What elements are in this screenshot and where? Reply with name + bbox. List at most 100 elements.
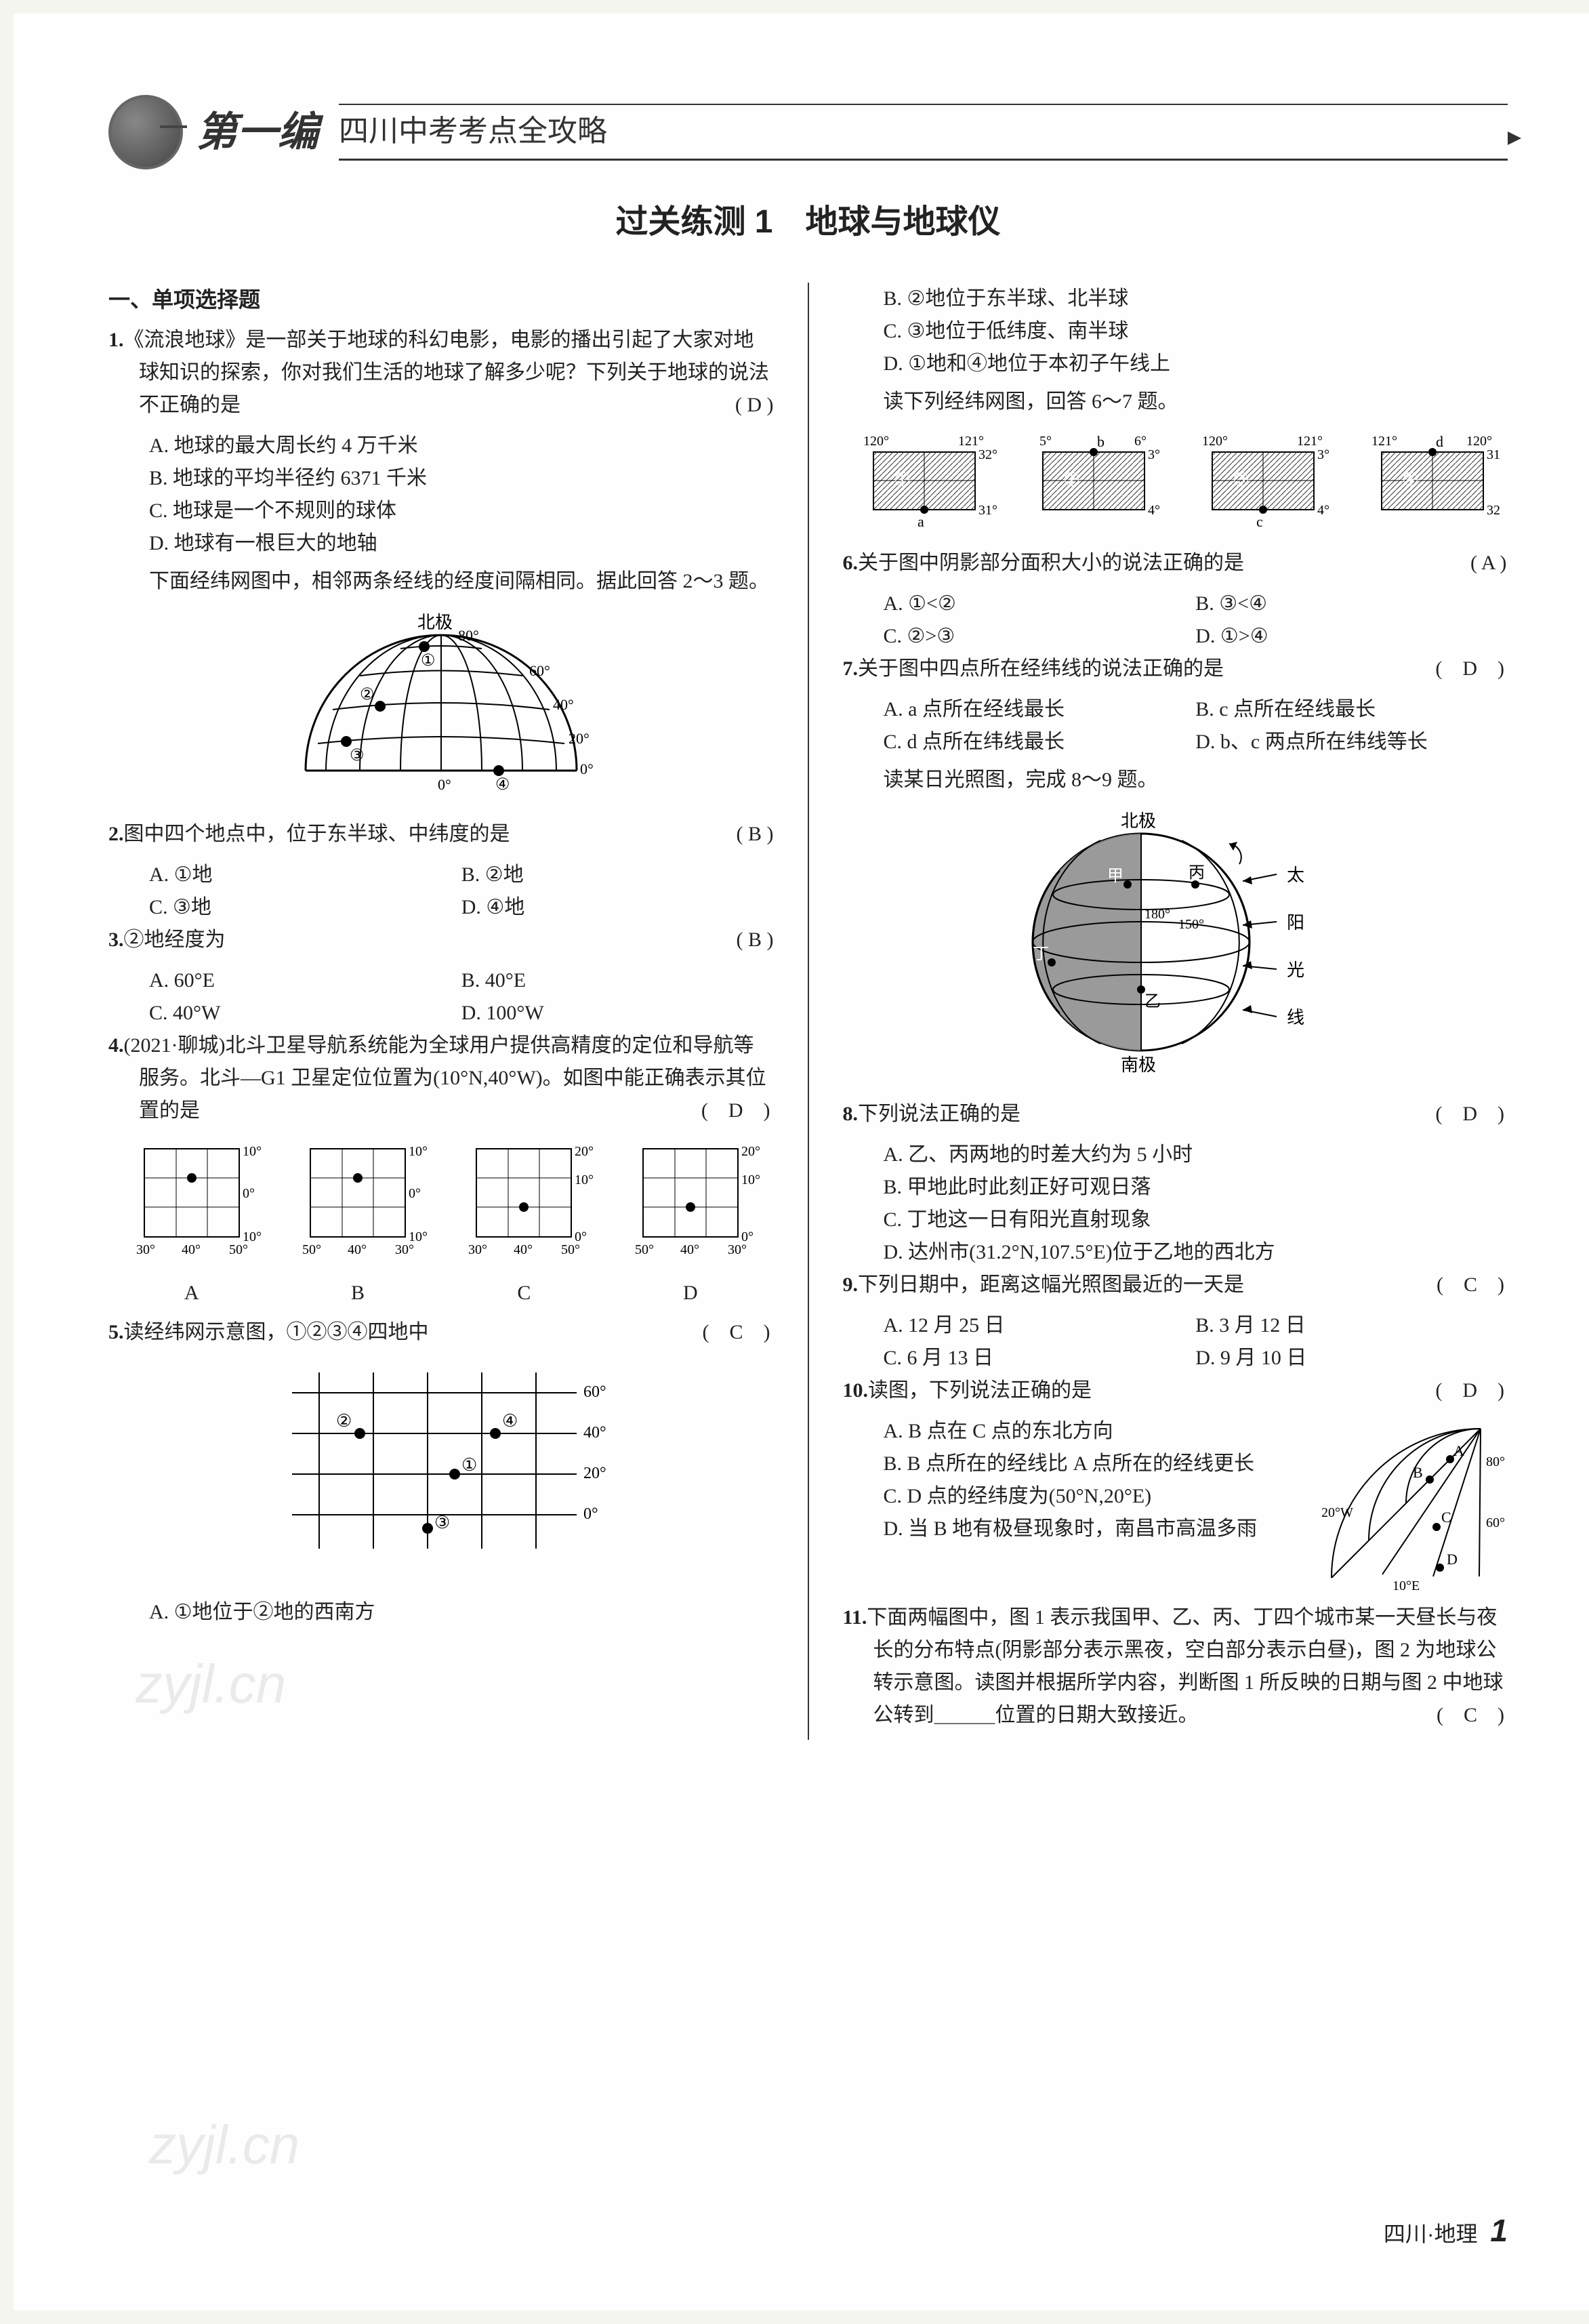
- svg-text:d: d: [1436, 433, 1443, 450]
- svg-text:B: B: [1413, 1464, 1423, 1481]
- subfig-b: 10° 0° 10° 50° 40° 30° B: [283, 1135, 432, 1309]
- svg-text:④: ④: [1402, 470, 1419, 491]
- svg-text:3°: 3°: [1317, 447, 1329, 462]
- svg-text:0°: 0°: [580, 760, 594, 777]
- svg-text:10°: 10°: [741, 1173, 760, 1187]
- opt: B. ②地: [461, 859, 774, 891]
- svg-text:甲: 甲: [1107, 868, 1123, 885]
- opt: B. ③<④: [1195, 588, 1508, 620]
- svg-text:31°: 31°: [1487, 447, 1500, 462]
- q-num: 9.: [843, 1273, 859, 1296]
- q3-options: A. 60°E B. 40°E C. 40°W D. 100°W: [108, 964, 774, 1030]
- svg-text:0°: 0°: [243, 1186, 255, 1201]
- svg-text:丁: 丁: [1033, 945, 1049, 963]
- opt: A. 60°E: [149, 964, 461, 997]
- fig-label: A: [117, 1277, 266, 1309]
- svg-text:②: ②: [336, 1411, 352, 1431]
- q-stem: ②地经度为: [124, 929, 226, 951]
- svg-text:丙: 丙: [1189, 864, 1205, 882]
- opt: B. 3 月 12 日: [1195, 1309, 1508, 1342]
- label-north-pole: 北极: [417, 613, 453, 632]
- opt: C. ③地: [149, 891, 461, 924]
- intro-2-3: 下面经纬网图中，相邻两条经线的经度间隔相同。据此回答 2～3 题。: [108, 565, 774, 598]
- svg-text:北极: 北极: [1121, 811, 1156, 831]
- q-stem: 关于图中阴影部分面积大小的说法正确的是: [858, 552, 1244, 574]
- answer: ( C ): [733, 1316, 774, 1349]
- svg-text:20°: 20°: [575, 1144, 594, 1159]
- q-stem: 下列日期中，距离这幅光照图最近的一天是: [858, 1273, 1244, 1296]
- svg-text:10°: 10°: [575, 1173, 594, 1187]
- svg-text:30°: 30°: [728, 1242, 747, 1257]
- question-5: 5.读经纬网示意图，①②③④四地中 ( C ): [108, 1316, 774, 1349]
- svg-text:40°: 40°: [680, 1242, 699, 1257]
- svg-text:太: 太: [1287, 865, 1304, 885]
- opt: D. 9 月 10 日: [1195, 1342, 1508, 1374]
- question-1: 1.《流浪地球》是一部关于地球的科幻电影，电影的播出引起了大家对地球知识的探索，…: [108, 324, 774, 422]
- svg-text:①: ①: [894, 470, 911, 491]
- opt: B. ②地位于东半球、北半球: [843, 283, 1508, 315]
- opt: D. ①>④: [1195, 620, 1508, 653]
- svg-text:10°E: 10°E: [1392, 1578, 1420, 1591]
- svg-text:80°: 80°: [458, 627, 479, 644]
- question-7: 7.关于图中四点所在经纬线的说法正确的是 ( D ): [843, 653, 1508, 685]
- answer: ( D ): [1466, 653, 1508, 685]
- svg-text:120°: 120°: [1466, 434, 1492, 449]
- q-num: 2.: [108, 823, 124, 845]
- answer: ( D ): [1466, 1374, 1508, 1407]
- question-4: 4.(2021·聊城)北斗卫星导航系统能为全球用户提供高精度的定位和导航等服务。…: [108, 1030, 774, 1127]
- q-stem: 读经纬网示意图，①②③④四地中: [124, 1321, 429, 1343]
- opt: A. ①地位于②地的西南方: [108, 1596, 774, 1629]
- svg-text:②: ②: [360, 686, 375, 704]
- svg-text:180°: 180°: [1144, 907, 1170, 922]
- svg-text:②: ②: [1063, 470, 1080, 491]
- section-heading: 一、单项选择题: [108, 283, 774, 317]
- q-num: 1.: [108, 329, 124, 351]
- svg-text:121°: 121°: [958, 434, 984, 449]
- opt: A. 12 月 25 日: [884, 1309, 1196, 1342]
- svg-text:10°: 10°: [243, 1144, 262, 1159]
- two-column-body: 一、单项选择题 1.《流浪地球》是一部关于地球的科幻电影，电影的播出引起了大家对…: [108, 283, 1508, 1740]
- svg-text:0°: 0°: [438, 776, 451, 793]
- svg-text:4°: 4°: [1317, 503, 1329, 518]
- q5-opts-continued: B. ②地位于东半球、北半球 C. ③地位于低纬度、南半球 D. ①地和④地位于…: [843, 283, 1508, 380]
- svg-text:③: ③: [350, 747, 365, 765]
- fig-label: D: [616, 1277, 765, 1309]
- q-stem: 下列说法正确的是: [858, 1103, 1020, 1125]
- svg-text:60°: 60°: [529, 662, 550, 679]
- svg-text:20°: 20°: [569, 730, 590, 747]
- svg-text:60°: 60°: [1486, 1515, 1505, 1530]
- svg-text:120°: 120°: [863, 434, 889, 449]
- svg-text:40°: 40°: [583, 1424, 606, 1442]
- figure-sunlight: 北极 南极 甲 乙 丙 丁 180° 150° 太 阳 光 线: [843, 807, 1508, 1088]
- opt: D. 地球有一根巨大的地轴: [108, 527, 774, 560]
- opt: D. 100°W: [461, 997, 774, 1030]
- subfig-c: 20° 10° 0° 30° 40° 50° C: [449, 1135, 598, 1309]
- svg-text:20°: 20°: [741, 1144, 760, 1159]
- svg-text:150°: 150°: [1178, 917, 1204, 932]
- svg-text:32°: 32°: [978, 447, 997, 462]
- svg-text:④: ④: [495, 776, 510, 794]
- svg-text:121°: 121°: [1371, 434, 1397, 449]
- question-9: 9.下列日期中，距离这幅光照图最近的一天是 ( C ): [843, 1269, 1508, 1301]
- opt: C. ②>③: [884, 620, 1196, 653]
- svg-text:40°: 40°: [553, 696, 574, 713]
- q-stem: 图中四个地点中，位于东半球、中纬度的是: [124, 823, 510, 845]
- svg-text:④: ④: [502, 1411, 518, 1431]
- svg-text:40°: 40°: [514, 1242, 533, 1257]
- arrow-icon: [160, 125, 187, 128]
- footer-region: 四川·地理: [1384, 2222, 1478, 2246]
- answer: ( C ): [1467, 1269, 1508, 1301]
- svg-text:a: a: [917, 513, 924, 530]
- opt: D. ①地和④地位于本初子午线上: [843, 348, 1508, 380]
- q1-options: A. 地球的最大周长约 4 万千米 B. 地球的平均半径约 6371 千米 C.…: [108, 430, 774, 560]
- q7-options: A. a 点所在经线最长 B. c 点所在经线最长 C. d 点所在纬线最长 D…: [843, 693, 1508, 758]
- svg-text:80°: 80°: [1486, 1454, 1505, 1469]
- svg-text:0°: 0°: [409, 1186, 421, 1201]
- opt: A. ①地: [149, 859, 461, 891]
- svg-text:③: ③: [1233, 470, 1250, 491]
- opt: A. 乙、丙两地的时差大约为 5 小时: [843, 1139, 1508, 1171]
- svg-text:32°: 32°: [1487, 503, 1500, 518]
- watermark-icon: zyjl.cn: [136, 1641, 286, 1728]
- q-num: 8.: [843, 1103, 859, 1125]
- q2-options: A. ①地 B. ②地 C. ③地 D. ④地: [108, 859, 774, 924]
